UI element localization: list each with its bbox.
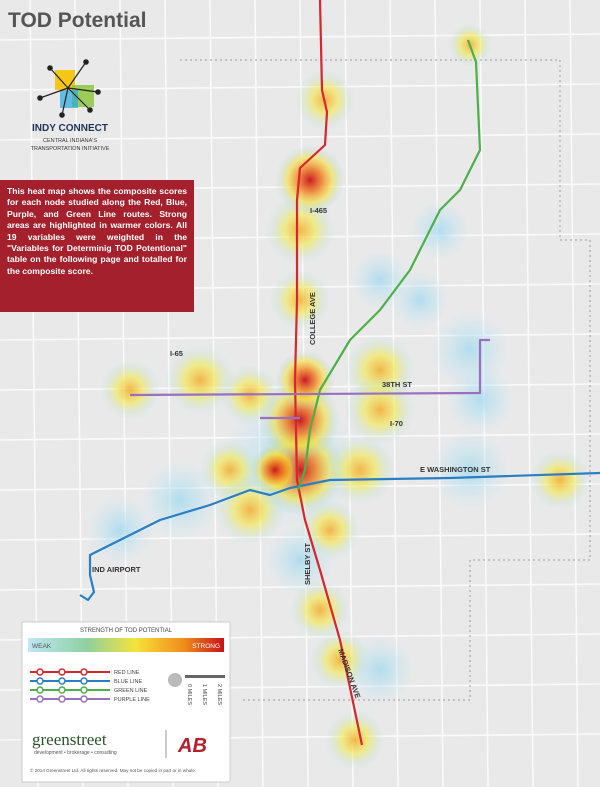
- heat-blob: [85, 495, 155, 565]
- transit-route: [293, 0, 364, 746]
- legend-stop: [58, 668, 66, 676]
- legend-stop: [80, 686, 88, 694]
- legend-panel: STRENGTH OF TOD POTENTIAL WEAK STRONG RE…: [21, 621, 231, 783]
- dotted-boundary: [180, 59, 591, 701]
- road-label: I-65: [170, 349, 183, 358]
- heat-blob: [350, 250, 410, 310]
- heat-blob: [325, 710, 385, 770]
- road-label: IND AIRPORT: [92, 565, 141, 574]
- legend-label: BLUE LINE: [114, 679, 142, 685]
- road: [0, 333, 600, 341]
- legend-gradient: [28, 638, 224, 652]
- legend-stop: [80, 695, 88, 703]
- heat-blob: [430, 430, 510, 510]
- road: [524, 0, 534, 787]
- legend-stop: [58, 686, 66, 694]
- legend-stop: [36, 695, 44, 703]
- scale-icon: [168, 673, 182, 687]
- heat-blob: [215, 475, 285, 545]
- transit-route: [296, 39, 482, 491]
- legend-label: RED LINE: [114, 670, 140, 676]
- scale-label: 1 MILES: [201, 684, 207, 705]
- logo-subtitle: CENTRAL INDIANA'S: [43, 138, 97, 144]
- road-label: 38TH ST: [382, 380, 412, 389]
- road: [0, 133, 600, 141]
- legend-stop: [80, 668, 88, 676]
- logo-icon: [37, 59, 101, 118]
- logo-subtitle: TRANSPORTATION INITIATIVE: [31, 146, 110, 152]
- heat-blob: [275, 145, 345, 215]
- legend-stop: [36, 677, 44, 685]
- road-label: I-70: [390, 419, 403, 428]
- transit-route: [129, 338, 490, 420]
- road-label: SHELBY ST: [303, 543, 312, 585]
- heat-blob: [100, 360, 160, 420]
- transit-route: [79, 471, 600, 602]
- logo-name: INDY CONNECT: [32, 123, 108, 134]
- road-label: E WASHINGTON ST: [420, 465, 491, 474]
- heat-blob: [445, 365, 515, 435]
- legend-stop: [80, 677, 88, 685]
- scale-label: 2 MILES: [216, 684, 222, 705]
- road-label: COLLEGE AVE: [308, 292, 317, 345]
- heat-blob: [345, 635, 415, 705]
- description: This heat map shows the composite scores…: [0, 180, 194, 312]
- heat-blob: [530, 450, 590, 510]
- legend-stop: [36, 686, 44, 694]
- heat-map: [85, 23, 590, 770]
- heat-blob: [325, 435, 395, 505]
- legend-label: PURPLE LINE: [114, 697, 150, 703]
- heat-blob: [165, 345, 235, 415]
- legend-stop: [36, 668, 44, 676]
- title: TOD Potential: [8, 9, 146, 32]
- legend-strong: STRONG: [192, 643, 220, 650]
- scale-label: 0 MILES: [186, 684, 192, 705]
- road: [569, 0, 579, 787]
- routes: [79, 0, 600, 746]
- road: [0, 33, 600, 41]
- partner-logo: AB: [177, 735, 207, 757]
- heat-blob: [265, 525, 335, 595]
- heat-blob: [270, 270, 330, 330]
- brand: greenstreet: [32, 730, 107, 749]
- road-label: I-465: [310, 206, 327, 215]
- legend-weak: WEAK: [32, 643, 52, 650]
- legend-title: STRENGTH OF TOD POTENTIAL: [80, 628, 173, 634]
- legend-stop: [58, 695, 66, 703]
- legend-label: GREEN LINE: [114, 688, 148, 694]
- heat-blob: [410, 200, 470, 260]
- copyright: © 2014 Greenstreet Ltd. All rights reser…: [30, 767, 196, 773]
- scale-bar: [185, 675, 225, 678]
- legend-stop: [58, 677, 66, 685]
- brand-tagline: development • brokerage • consulting: [34, 750, 117, 756]
